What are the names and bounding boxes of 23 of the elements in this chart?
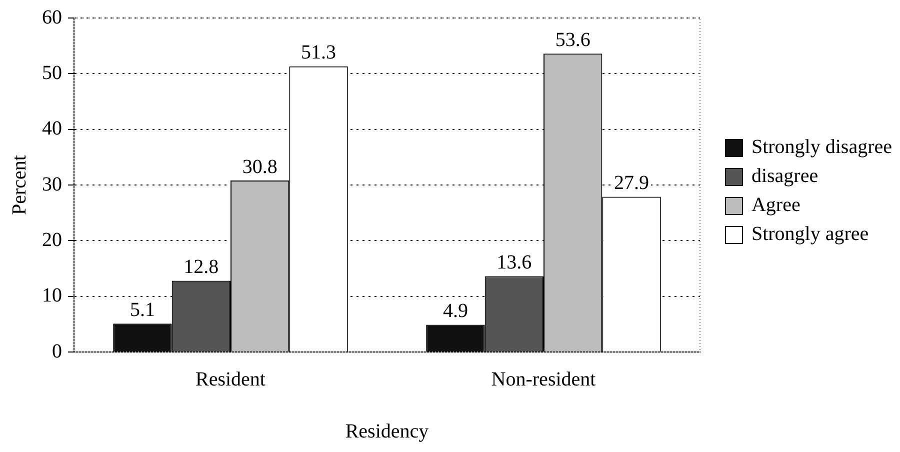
data-label: 12.8 — [184, 256, 219, 278]
data-label: 13.6 — [496, 252, 532, 274]
data-label: 5.1 — [130, 298, 155, 321]
data-label: 4.9 — [442, 300, 468, 322]
x-tick-label: Non-resident — [491, 368, 596, 390]
y-tick-label: 50 — [42, 62, 62, 84]
y-tick-label: 40 — [42, 118, 62, 140]
legend-label: Agree — [751, 194, 800, 217]
y-tick-label: 0 — [52, 340, 62, 362]
y-axis-title: Percent — [8, 154, 30, 215]
x-axis-title: Residency — [345, 420, 429, 442]
y-tick-label: 10 — [42, 284, 62, 307]
legend-label: disagree — [751, 165, 818, 188]
legend-label: Strongly disagree — [751, 136, 892, 159]
data-label: 51.3 — [301, 42, 336, 64]
x-tick-label: Resident — [196, 368, 266, 390]
y-tick-label: 60 — [42, 6, 62, 28]
y-tick-label: 30 — [42, 173, 62, 196]
data-label: 53.6 — [555, 28, 590, 51]
legend-label: Strongly agree — [751, 223, 869, 246]
y-tick-label: 20 — [42, 228, 62, 251]
data-label: 30.8 — [242, 156, 278, 178]
data-label: 27.9 — [614, 172, 650, 194]
